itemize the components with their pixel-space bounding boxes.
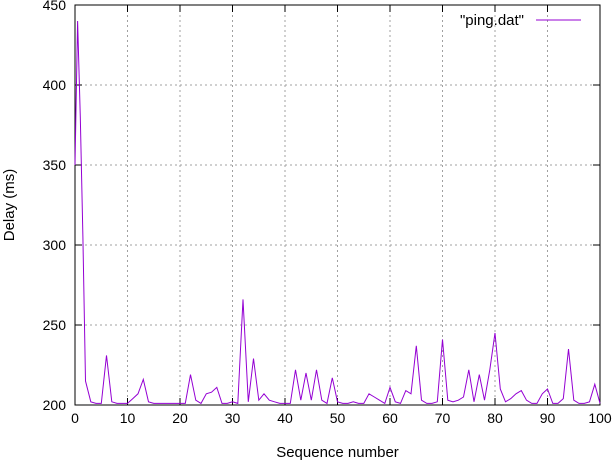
- y-tick-label: 300: [43, 237, 67, 253]
- x-tick-label: 10: [120, 410, 136, 426]
- x-tick-label: 80: [487, 410, 503, 426]
- x-tick-label: 50: [330, 410, 346, 426]
- y-axis-label: Delay (ms): [1, 169, 18, 242]
- y-tick-label: 350: [43, 157, 67, 173]
- x-tick-label: 30: [225, 410, 241, 426]
- x-axis-label: Sequence number: [276, 444, 399, 461]
- x-tick-label: 70: [435, 410, 451, 426]
- x-tick-label: 60: [382, 410, 398, 426]
- y-tick-label: 400: [43, 77, 67, 93]
- x-tick-label: 40: [277, 410, 293, 426]
- x-tick-label: 90: [540, 410, 556, 426]
- grid: [75, 5, 600, 405]
- y-tick-label: 250: [43, 317, 67, 333]
- legend-label: "ping.dat": [460, 12, 524, 29]
- x-tick-label: 20: [172, 410, 188, 426]
- x-tick-label: 0: [71, 410, 79, 426]
- ticks: 0 10 20 30 40 50 60 70 80 90 100 200 250 300 350 400 450: [43, 0, 612, 426]
- legend: "ping.dat": [460, 12, 581, 29]
- y-tick-label: 450: [43, 0, 67, 13]
- series-line: [74, 20, 601, 405]
- y-tick-label: 200: [43, 397, 67, 413]
- x-tick-label: 100: [588, 410, 612, 426]
- series-layer: [74, 20, 601, 405]
